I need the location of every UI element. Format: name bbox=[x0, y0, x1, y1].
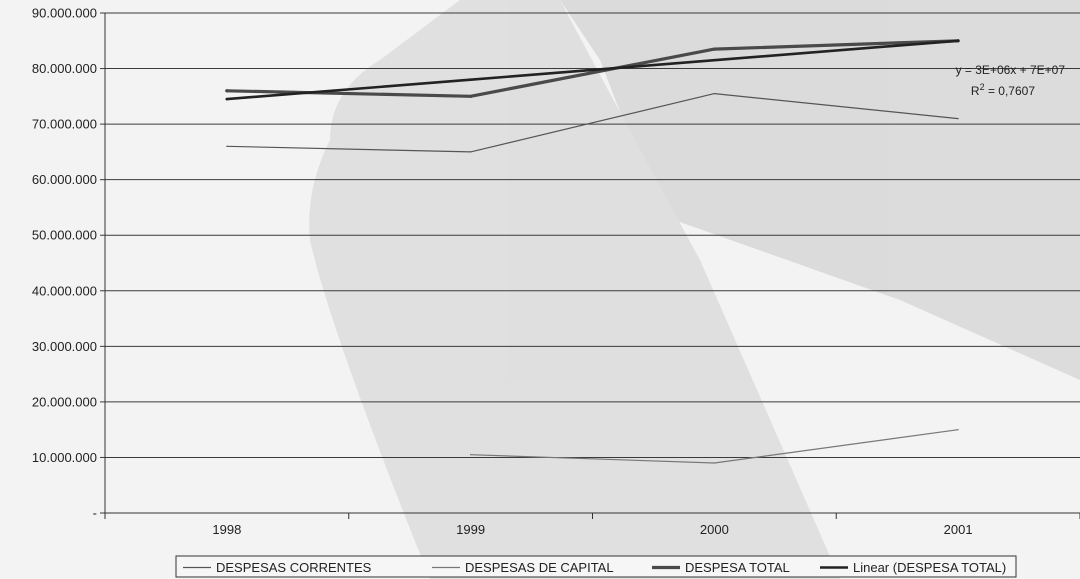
trendline-annotation: y = 3E+06x + 7E+07 R2 = 0,7607 bbox=[956, 63, 1066, 98]
series-line-3 bbox=[225, 39, 960, 101]
y-tick-label: 70.000.000 bbox=[32, 117, 97, 132]
x-tick-label: 1999 bbox=[456, 522, 485, 537]
series-point-3 bbox=[469, 78, 472, 81]
legend-label: Linear (DESPESA TOTAL) bbox=[853, 560, 1006, 575]
r2-value: = 0,7607 bbox=[985, 84, 1036, 98]
series-line-2 bbox=[225, 39, 960, 98]
y-tick-label: 90.000.000 bbox=[32, 6, 97, 21]
series-point-3 bbox=[713, 58, 716, 62]
series-point-2 bbox=[469, 94, 473, 98]
x-tick-label: 2000 bbox=[700, 522, 729, 537]
y-tick-label: 60.000.000 bbox=[32, 172, 97, 187]
legend: DESPESAS CORRENTES DESPESAS DE CAPITAL DES… bbox=[175, 555, 1017, 578]
series-point-3 bbox=[956, 39, 960, 43]
trendline-r2: R2 = 0,7607 bbox=[971, 82, 1035, 98]
series-point-1 bbox=[957, 429, 959, 431]
series-point-0 bbox=[957, 117, 959, 120]
series-point-0 bbox=[470, 151, 472, 153]
series-point-2 bbox=[225, 89, 229, 93]
series-point-2 bbox=[712, 47, 716, 51]
y-tick-label: - bbox=[93, 506, 97, 521]
y-tick-label: 30.000.000 bbox=[32, 339, 97, 354]
background-shading bbox=[309, 0, 1080, 579]
legend-box bbox=[175, 555, 1017, 578]
x-tick-label: 2001 bbox=[944, 522, 973, 537]
r2-prefix: R bbox=[971, 84, 980, 98]
series-point-1 bbox=[470, 454, 472, 456]
series-point-0 bbox=[226, 145, 228, 147]
trendline-equation: y = 3E+06x + 7E+07 bbox=[956, 63, 1066, 77]
y-tick-label: 80.000.000 bbox=[32, 61, 97, 76]
series-point-3 bbox=[225, 97, 229, 101]
axes: - 10.000.000 20.000.000 30.000.000 40.000.00… bbox=[32, 6, 1080, 537]
legend-label: DESPESAS CORRENTES bbox=[216, 560, 372, 575]
legend-label: DESPESAS DE CAPITAL bbox=[465, 560, 614, 575]
series-point-1 bbox=[713, 462, 715, 464]
series-line-0 bbox=[226, 92, 959, 153]
y-tick-label: 10.000.000 bbox=[32, 450, 97, 465]
y-tick-label: 20.000.000 bbox=[32, 394, 97, 409]
series-point-0 bbox=[713, 92, 715, 95]
x-tick-label: 1998 bbox=[212, 522, 241, 537]
gridlines bbox=[105, 12, 1080, 458]
y-tick-label: 50.000.000 bbox=[32, 228, 97, 243]
series-lines bbox=[225, 39, 960, 464]
y-tick-label: 40.000.000 bbox=[32, 283, 97, 298]
legend-label: DESPESA TOTAL bbox=[685, 560, 790, 575]
r2-superscript: 2 bbox=[980, 82, 985, 92]
